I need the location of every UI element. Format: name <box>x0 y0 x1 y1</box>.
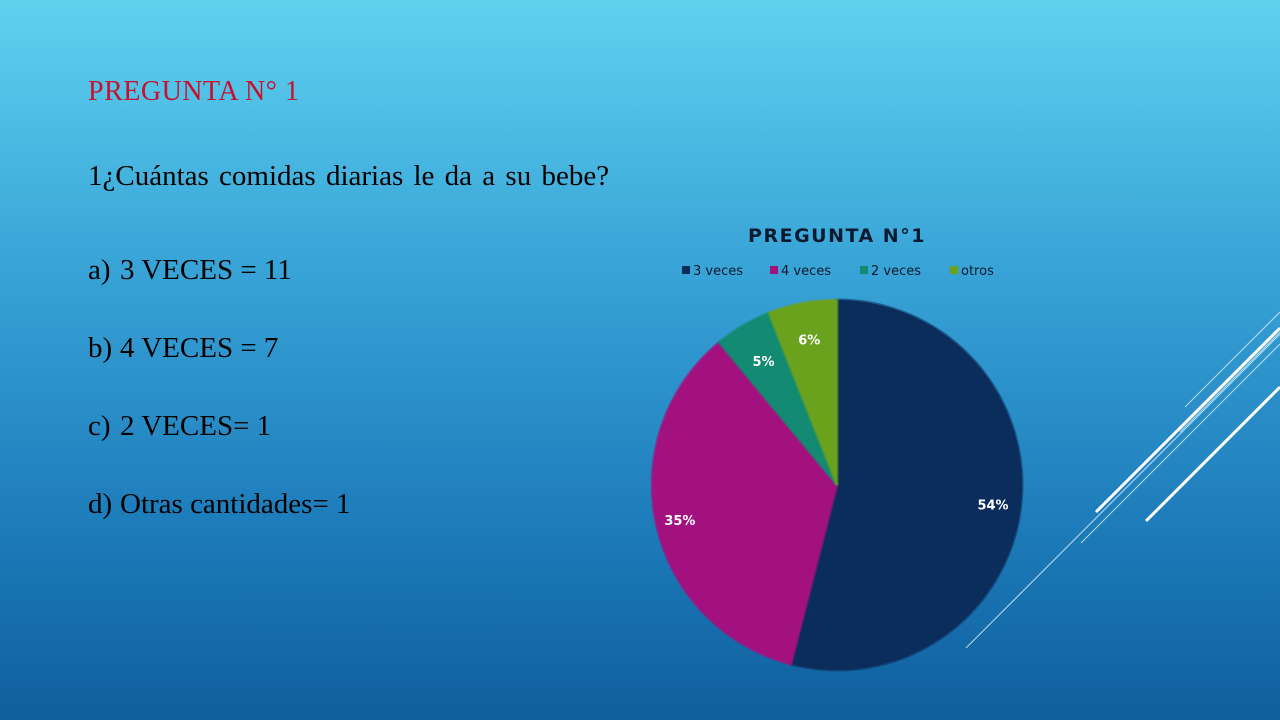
answer-item-d: d) Otras cantidades= 1 <box>88 482 351 560</box>
legend-item: otros <box>950 264 994 279</box>
pie-chart: PREGUNTA N°1 3 veces 4 veces 2 veces otros … <box>620 210 1050 690</box>
deco-line <box>1184 311 1280 408</box>
pie-slices <box>650 298 1024 672</box>
legend-label: otros <box>961 264 994 279</box>
legend-label: 2 veces <box>871 264 921 279</box>
legend-swatch <box>682 266 690 274</box>
legend-label: 4 veces <box>781 264 831 279</box>
answer-text: 2 VECES= 1 <box>120 410 272 442</box>
data-label: 54% <box>977 499 1008 514</box>
deco-line <box>1094 326 1280 514</box>
answer-letter: d) <box>88 488 113 520</box>
legend-swatch <box>770 266 778 274</box>
legend-item: 3 veces <box>682 264 743 279</box>
question-text: 1¿Cuántas comidas diarias le da a su beb… <box>88 160 610 192</box>
slide-title: PREGUNTA N° 1 <box>88 76 300 107</box>
answer-item-a: a) 3 VECES = 11 <box>88 248 351 326</box>
answer-text: 3 VECES = 11 <box>120 254 292 286</box>
answer-letter: a) <box>88 254 111 286</box>
data-label: 5% <box>752 355 774 370</box>
answer-letter: c) <box>88 410 111 442</box>
answer-text: 4 VECES = 7 <box>120 332 279 364</box>
answer-item-c: c) 2 VECES= 1 <box>88 404 351 482</box>
chart-title: PREGUNTA N°1 <box>748 225 926 247</box>
answer-text: Otras cantidades= 1 <box>120 488 351 520</box>
legend-swatch <box>950 266 958 274</box>
pie-slice-otros <box>766 298 839 486</box>
pie-slice-4-veces <box>650 340 839 667</box>
data-label: 6% <box>798 334 820 349</box>
pie-chart-svg: PREGUNTA N°1 3 veces 4 veces 2 veces otros … <box>650 225 1024 672</box>
deco-line <box>1179 331 1280 433</box>
legend-item: 4 veces <box>770 264 831 279</box>
data-label: 35% <box>664 514 695 529</box>
legend-swatch <box>860 266 868 274</box>
chart-legend: 3 veces 4 veces 2 veces otros <box>682 264 994 279</box>
legend-label: 3 veces <box>693 264 743 279</box>
answer-item-b: b) 4 VECES = 7 <box>88 326 351 404</box>
answer-list: a) 3 VECES = 11 b) 4 VECES = 7 c) 2 VECES= … <box>88 248 351 560</box>
deco-line <box>1080 343 1280 544</box>
deco-line <box>1144 385 1280 523</box>
legend-item: 2 veces <box>860 264 921 279</box>
answer-letter: b) <box>88 332 113 364</box>
